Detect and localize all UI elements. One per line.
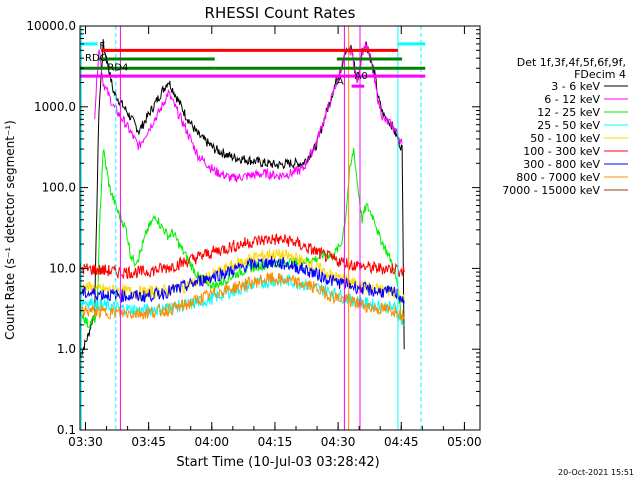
legend-label: 25 - 50 keV: [537, 119, 600, 132]
series-line-100-300keV: [79, 232, 405, 280]
legend-label: 300 - 800 keV: [523, 158, 600, 171]
series-line-800-7000keV: [79, 272, 405, 322]
y-axis-label: Count Rate (s⁻¹ detector segment⁻¹): [3, 120, 17, 340]
series-layer: [79, 39, 405, 358]
footer-date: 20-Oct-2021 15:51: [558, 468, 634, 477]
y-tick-label: 1000.0: [34, 100, 76, 114]
marker-label-RD4: RD4: [107, 63, 128, 74]
plot-frame: [79, 25, 481, 431]
y-tick-label: 100.0: [42, 181, 76, 195]
x-tick-label: 04:00: [194, 435, 229, 449]
x-tick-label: 04:15: [258, 435, 293, 449]
legend-header-line1: Det 1f,3f,4f,5f,6f,9f,: [517, 56, 626, 69]
series-line-50-100keV: [79, 248, 405, 304]
series-line-300-800keV: [79, 256, 405, 305]
legend-label: 7000 - 15000 keV: [502, 184, 600, 197]
legend-label: 100 - 300 keV: [523, 145, 600, 158]
y-tick-label: 10000.0: [26, 19, 76, 33]
chart-title: RHESSI Count Rates: [205, 4, 356, 22]
marker-label-A0: A0: [355, 71, 368, 82]
x-axis-label: Start Time (10-Jul-03 03:28:42): [176, 455, 379, 470]
legend-label: 800 - 7000 keV: [516, 171, 600, 184]
legend-label: 12 - 25 keV: [537, 106, 600, 119]
series-line-6-12keV: [94, 41, 403, 183]
x-tick-label: 04:45: [384, 435, 419, 449]
x-tick-label: 03:30: [68, 435, 103, 449]
legend: Det 1f,3f,4f,5f,6f,9f, FDecim 4 3 - 6 ke…: [502, 56, 628, 197]
y-tick-label: 10.0: [49, 261, 76, 275]
legend-header-line2: FDecim 4: [574, 68, 626, 81]
legend-label: 3 - 6 keV: [551, 80, 600, 93]
legend-label: 50 - 100 keV: [530, 132, 600, 145]
marker-label-F: F: [99, 41, 105, 52]
marker-label-A: A: [337, 76, 344, 87]
x-tick-label: 05:00: [447, 435, 482, 449]
y-tick-label: 1.0: [57, 342, 76, 356]
legend-label: 6 - 12 keV: [544, 93, 600, 106]
x-tick-label: 04:30: [321, 435, 356, 449]
x-tick-label: 03:45: [131, 435, 166, 449]
marker-label-RDO: RDO: [85, 53, 108, 64]
y-tick-label: 0.1: [57, 423, 76, 437]
